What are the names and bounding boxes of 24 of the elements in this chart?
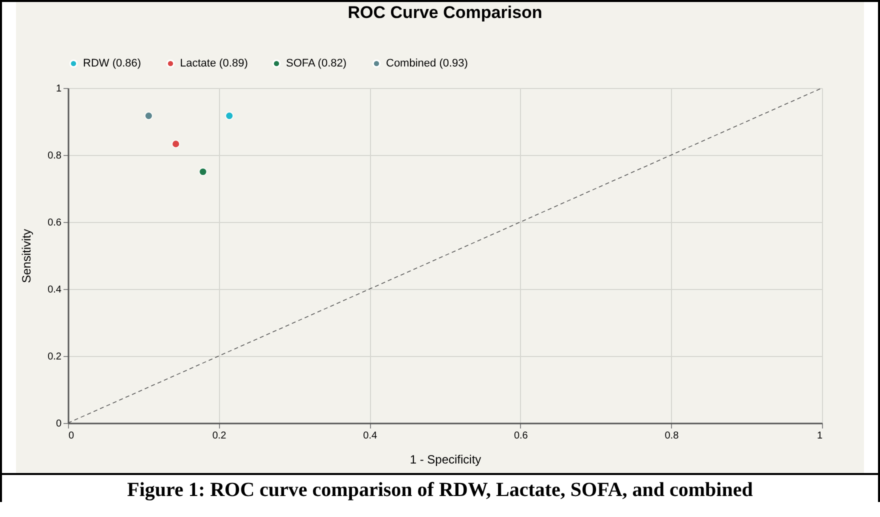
x-tick-label: 0.4 <box>363 430 378 442</box>
x-tick-label: 0.2 <box>212 430 227 442</box>
point <box>225 112 234 120</box>
y-tick-label: 0.8 <box>48 150 62 162</box>
legend-label: Combined (0.93) <box>386 58 468 70</box>
x-tick-label: 1 <box>816 430 823 442</box>
legend-label: SOFA (0.82) <box>286 58 347 70</box>
chart-title: ROC Curve Comparison <box>348 3 542 22</box>
x-tick-label: 0.6 <box>514 430 528 442</box>
point <box>198 168 208 176</box>
y-axis-title: Sensitivity <box>20 228 34 284</box>
legend-label: RDW (0.86) <box>83 58 142 70</box>
y-tick-label: 0 <box>56 418 62 430</box>
y-tick-label: 1 <box>56 84 62 94</box>
x-tick-label: 0.8 <box>664 430 680 442</box>
y-tick-label: 0.6 <box>48 218 62 228</box>
caption: Figure 1: ROC curve comparison of RDW, Lactate, SOFA, and combined <box>126 479 754 502</box>
point <box>144 112 153 120</box>
y-tick-label: 0.2 <box>48 352 62 362</box>
x-tick-label: 0 <box>68 430 74 442</box>
legend-label: Lactate (0.89) <box>180 58 248 70</box>
y-tick-label: 0.4 <box>48 284 62 296</box>
x-axis-title: 1 - Specificity <box>410 452 482 466</box>
point <box>172 140 180 148</box>
